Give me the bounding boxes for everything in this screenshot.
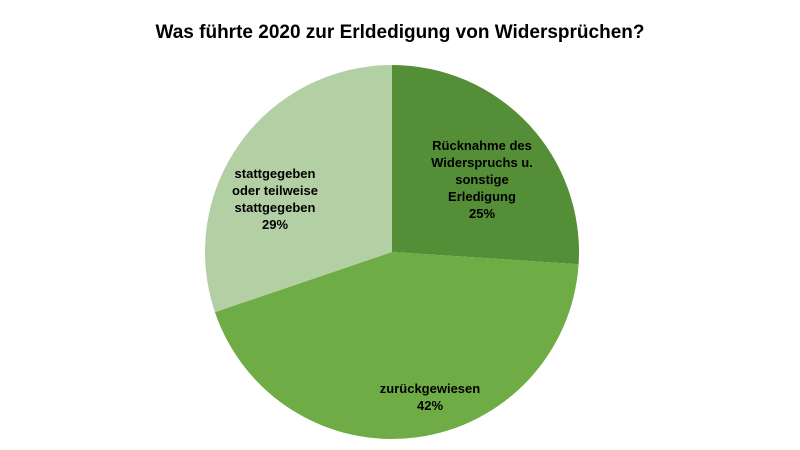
slice-percent-label: 42% <box>417 398 443 413</box>
slice-label-line: sonstige <box>455 172 508 187</box>
slice-label-line: zurückgewiesen <box>380 381 480 396</box>
slice-label-line: oder teilweise <box>232 183 318 198</box>
slice-label-0: Rücknahme des Widerspruchs u. sonstige Erle… <box>431 138 533 221</box>
slice-label-line: Rücknahme des <box>432 138 532 153</box>
slice-percent-label: 29% <box>262 217 288 232</box>
slice-label-line: stattgegeben <box>235 166 316 181</box>
slice-label-line: Erledigung <box>448 189 516 204</box>
chart-title: Was führte 2020 zur Erldedigung von Wide… <box>155 22 645 43</box>
slice-label-line: Widerspruchs u. <box>431 155 533 170</box>
pie-slice-0 <box>392 65 580 265</box>
pie-slice-2 <box>204 64 392 313</box>
slice-label-1: zurückgewiesen 42% <box>380 381 480 413</box>
slice-label-line: stattgegeben <box>235 200 316 215</box>
slice-label-2: stattgegeben oder teilweise stattgegeben 29… <box>232 166 318 232</box>
pie-slice-1 <box>214 252 579 440</box>
slice-percent-label: 25% <box>469 206 495 221</box>
